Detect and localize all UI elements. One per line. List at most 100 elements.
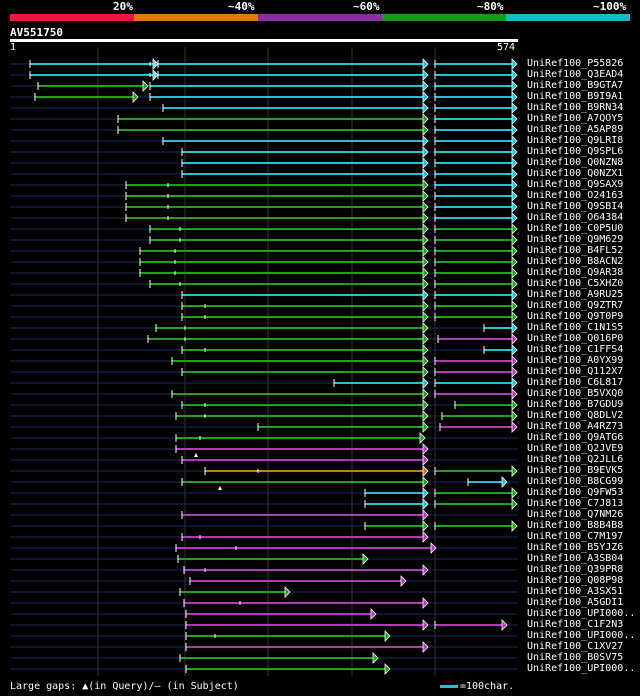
segment-arrow	[511, 69, 518, 81]
segment-arrow	[511, 311, 518, 323]
hit-label[interactable]: UniRef100_A0YX99	[527, 355, 624, 366]
segment-arrow	[511, 267, 518, 279]
segment-arrow	[511, 498, 518, 510]
hit-label[interactable]: UniRef100_B5YJZ6	[527, 542, 624, 553]
segment-arrow	[422, 520, 429, 532]
hit-label[interactable]: UniRef100_Q9AR38	[527, 267, 624, 278]
hit-label[interactable]: UniRef100_Q112X7	[527, 366, 624, 377]
hit-label[interactable]: UniRef100_C7M197	[527, 531, 624, 542]
hit-label[interactable]: UniRef100_Q016P0	[527, 333, 624, 344]
hit-label[interactable]: UniRef100_Q9ATG6	[527, 432, 624, 443]
segment-arrow	[422, 454, 429, 466]
segment-arrow	[422, 564, 429, 576]
hit-label[interactable]: UniRef100_UPI000..	[527, 630, 636, 641]
segment-arrow	[422, 487, 429, 499]
scale-label-80: ~80%	[477, 0, 504, 13]
hit-label[interactable]: UniRef100_B9RN34	[527, 102, 624, 113]
segment-arrow	[511, 388, 518, 400]
hit-label[interactable]: UniRef100_B7GDU9	[527, 399, 624, 410]
hit-label[interactable]: UniRef100_C6L817	[527, 377, 624, 388]
segment-arrow	[511, 58, 518, 70]
segment-arrow	[372, 652, 379, 664]
segment-arrow	[422, 58, 429, 70]
segment-arrow	[422, 619, 429, 631]
hit-label[interactable]: UniRef100_O24163	[527, 190, 624, 201]
scale-label-100: ~100%	[593, 0, 627, 13]
segment-arrow	[511, 256, 518, 268]
segment-arrow	[511, 124, 518, 136]
segment-arrow	[422, 641, 429, 653]
hit-label[interactable]: UniRef100_B5VXQ0	[527, 388, 624, 399]
hit-label[interactable]: UniRef100_B9GTA7	[527, 80, 624, 91]
hit-label[interactable]: UniRef100_Q7NM26	[527, 509, 624, 520]
hit-label[interactable]: UniRef100_Q0NZX1	[527, 168, 624, 179]
hit-label[interactable]: UniRef100_Q9SBI4	[527, 201, 624, 212]
segment-arrow	[422, 80, 429, 92]
hit-label[interactable]: UniRef100_B9EVK5	[527, 465, 624, 476]
hit-label[interactable]: UniRef100_A5AP89	[527, 124, 624, 135]
segment-arrow	[422, 388, 429, 400]
segment-arrow	[422, 146, 429, 158]
segment-arrow	[511, 201, 518, 213]
query-start: 1	[10, 42, 17, 53]
hit-label[interactable]: UniRef100_Q2JVE9	[527, 443, 624, 454]
hit-label[interactable]: UniRef100_A7QOY5	[527, 113, 624, 124]
hit-label[interactable]: UniRef100_C1F2N3	[527, 619, 624, 630]
hit-label[interactable]: UniRef100_A3SX51	[527, 586, 624, 597]
hit-label[interactable]: UniRef100_C1FFS4	[527, 344, 624, 355]
segment-arrow	[511, 377, 518, 389]
hit-label[interactable]: UniRef100_C1XV27	[527, 641, 624, 652]
segment-arrow	[422, 498, 429, 510]
hit-label[interactable]: UniRef100_Q9ZTR7	[527, 300, 624, 311]
hit-label[interactable]: UniRef100_Q08P98	[527, 575, 624, 586]
hit-label[interactable]: UniRef100_A4RZ73	[527, 421, 624, 432]
hit-label[interactable]: UniRef100_O64384	[527, 212, 624, 223]
hit-label[interactable]: UniRef100_B0SV75	[527, 652, 624, 663]
hit-label[interactable]: UniRef100_C7J813	[527, 498, 624, 509]
segment-arrow	[511, 355, 518, 367]
hit-label[interactable]: UniRef100_UPI000..	[527, 663, 636, 674]
hit-label[interactable]: UniRef100_Q9SAX9	[527, 179, 624, 190]
query-bar	[10, 39, 518, 42]
hit-label[interactable]: UniRef100_C0P5U0	[527, 223, 624, 234]
hit-label[interactable]: UniRef100_Q9SPL6	[527, 146, 624, 157]
segment-arrow	[511, 80, 518, 92]
hit-label[interactable]: UniRef100_Q8DLV2	[527, 410, 624, 421]
hit-label[interactable]: UniRef100_Q2JLL6	[527, 454, 624, 465]
hit-label[interactable]: UniRef100_Q3EAD4	[527, 69, 624, 80]
hit-label[interactable]: UniRef100_B9I9A1	[527, 91, 624, 102]
hit-label[interactable]: UniRef100_A3SB04	[527, 553, 624, 564]
segment-arrow	[511, 300, 518, 312]
hit-label[interactable]: UniRef100_B8B4B8	[527, 520, 624, 531]
hit-label[interactable]: UniRef100_Q9FW53	[527, 487, 624, 498]
segment-arrow	[422, 102, 429, 114]
segment-arrow	[422, 509, 429, 521]
segment-arrow	[511, 465, 518, 477]
hit-label[interactable]: UniRef100_Q9M629	[527, 234, 624, 245]
segment-arrow	[501, 619, 508, 631]
segment-arrow	[511, 399, 518, 411]
segment-arrow	[422, 278, 429, 290]
hit-label[interactable]: UniRef100_Q0NZN8	[527, 157, 624, 168]
hit-label[interactable]: UniRef100_P55826	[527, 58, 624, 69]
hit-label[interactable]: UniRef100_Q9LRI8	[527, 135, 624, 146]
segment-arrow	[422, 476, 429, 488]
segment-arrow	[419, 432, 426, 444]
segment-arrow	[422, 531, 429, 543]
hit-label[interactable]: UniRef100_A5GDI1	[527, 597, 624, 608]
segment-arrow	[511, 289, 518, 301]
segment-arrow	[422, 465, 429, 477]
hit-label[interactable]: UniRef100_C5XHZ0	[527, 278, 624, 289]
hit-label[interactable]: UniRef100_C1N1S5	[527, 322, 624, 333]
segment-arrow	[511, 190, 518, 202]
hit-label[interactable]: UniRef100_Q39PR8	[527, 564, 624, 575]
hit-label[interactable]: UniRef100_UPI000..	[527, 608, 636, 619]
hit-label[interactable]: UniRef100_B8ACN2	[527, 256, 624, 267]
hit-label[interactable]: UniRef100_B4FL52	[527, 245, 624, 256]
segment-arrow	[511, 366, 518, 378]
segment-arrow	[422, 410, 429, 422]
hit-label[interactable]: UniRef100_Q9T0P9	[527, 311, 624, 322]
segment-arrow	[422, 597, 429, 609]
hit-label[interactable]: UniRef100_B8CG99	[527, 476, 624, 487]
hit-label[interactable]: UniRef100_A9RU25	[527, 289, 624, 300]
